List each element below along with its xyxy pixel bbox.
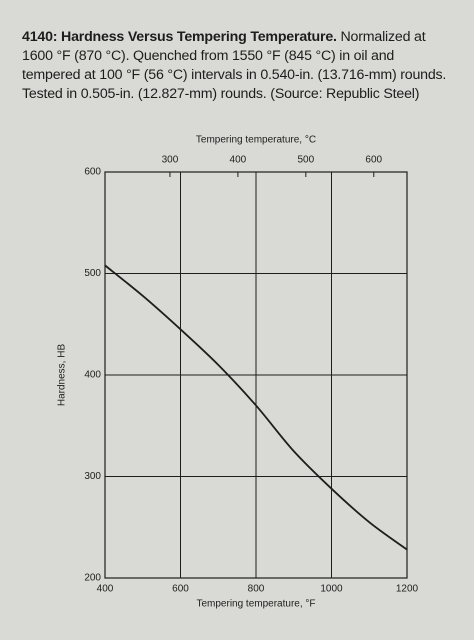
x-tick-label: 800 xyxy=(248,584,265,595)
x2-tick-label: 300 xyxy=(162,155,179,166)
x2-axis-label: Tempering temperature, °C xyxy=(196,135,316,146)
y-axis-label: Hardness, HB xyxy=(57,344,68,407)
x-tick-label: 400 xyxy=(97,584,114,595)
chart-title: 4140: Hardness Versus Tempering Temperat… xyxy=(22,29,337,45)
y-tick-label: 500 xyxy=(84,268,101,279)
x-tick-label: 600 xyxy=(172,584,189,595)
hardness-curve xyxy=(104,264,408,551)
chart-subtitle: Normalized at 1600 °F (870 °C). Quenched… xyxy=(22,29,447,102)
caption: 4140: Hardness Versus Tempering Temperat… xyxy=(22,28,452,104)
x-tick-label: 1000 xyxy=(320,584,343,595)
x2-tick-label: 600 xyxy=(365,155,382,166)
y-tick-label: 400 xyxy=(84,370,101,381)
x2-tick-label: 400 xyxy=(230,155,247,166)
x-tick-label: 1200 xyxy=(396,584,419,595)
x2-tick-label: 500 xyxy=(297,155,314,166)
y-tick-label: 200 xyxy=(84,573,101,584)
x-axis-label: Tempering temperature, °F xyxy=(196,599,315,610)
y-tick-label: 600 xyxy=(84,167,101,178)
y-tick-label: 300 xyxy=(84,471,101,482)
